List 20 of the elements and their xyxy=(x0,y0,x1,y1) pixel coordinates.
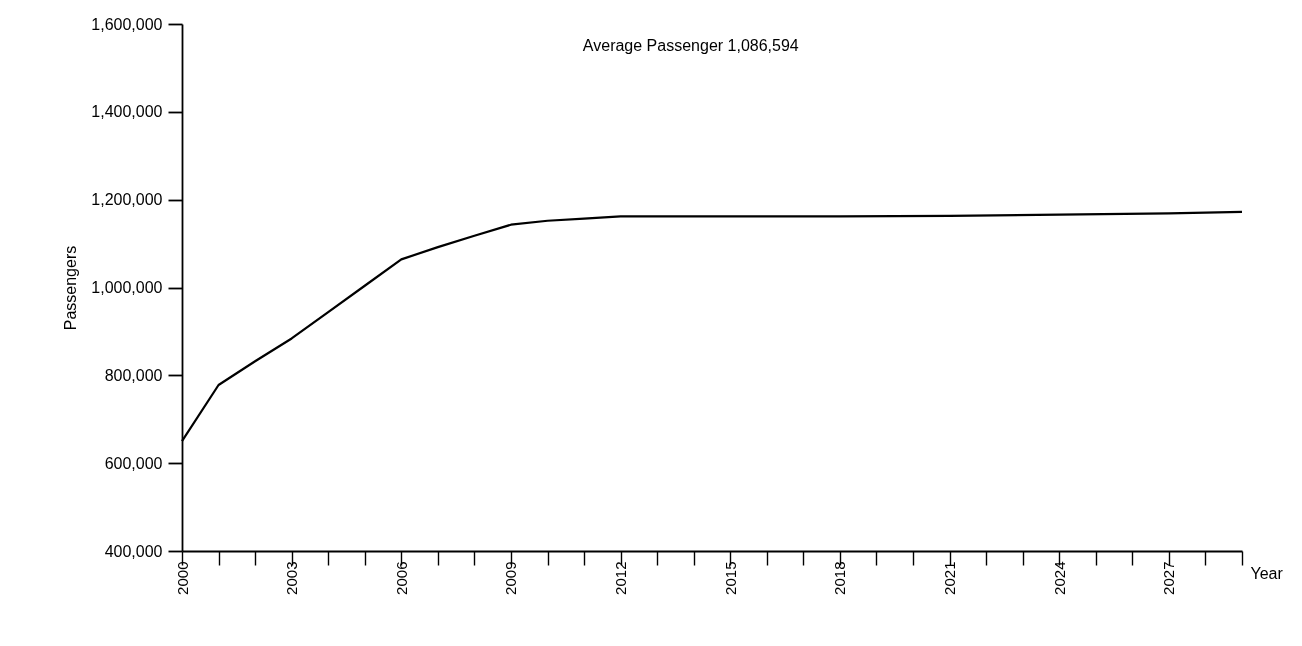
x-tick-label: 2027 xyxy=(1160,561,1178,595)
y-tick-label: 600,000 xyxy=(104,454,163,472)
y-tick-label: 1,200,000 xyxy=(91,191,163,209)
x-tick-label: 2018 xyxy=(831,561,849,595)
y-tick-label: 1,400,000 xyxy=(91,103,163,121)
x-tick-label: 2003 xyxy=(283,561,301,595)
y-tick-label: 800,000 xyxy=(104,366,163,384)
x-tick-label: 2012 xyxy=(612,561,630,595)
x-tick-label: 2015 xyxy=(721,561,739,595)
x-tick-label: 2024 xyxy=(1050,561,1068,595)
x-tick-label: 2006 xyxy=(392,561,410,595)
x-axis-title: Year xyxy=(1250,564,1284,582)
y-axis-title: Passengers xyxy=(62,245,80,331)
y-tick-label: 400,000 xyxy=(104,542,163,560)
y-tick-label: 1,600,000 xyxy=(91,15,163,33)
x-tick-label: 2021 xyxy=(941,561,959,595)
x-tick-label: 2009 xyxy=(502,561,520,595)
x-tick-label: 2000 xyxy=(173,561,191,595)
y-tick-label: 1,000,000 xyxy=(91,279,163,296)
annotation: Average Passenger 1,086,594 xyxy=(582,37,799,54)
